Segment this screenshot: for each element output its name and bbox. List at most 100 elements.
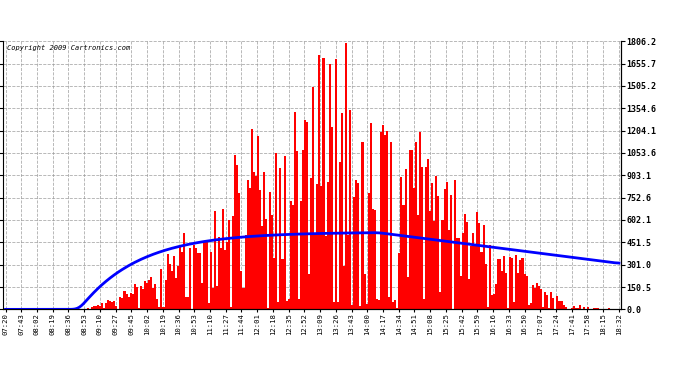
Bar [503, 256, 505, 309]
Bar [460, 276, 462, 309]
Bar [111, 302, 113, 309]
Bar [372, 209, 374, 309]
Bar [493, 294, 495, 309]
Bar [138, 308, 140, 309]
Bar [464, 214, 466, 309]
Bar [544, 292, 546, 309]
Bar [115, 306, 117, 309]
Bar [398, 254, 400, 309]
Bar [326, 182, 328, 309]
Bar [273, 258, 275, 309]
Bar [185, 297, 187, 309]
Bar [109, 301, 111, 309]
Bar [583, 307, 585, 309]
Bar [515, 255, 518, 309]
Bar [562, 305, 564, 309]
Bar [518, 273, 520, 309]
Bar [341, 113, 343, 309]
Bar [168, 264, 170, 309]
Bar [331, 127, 333, 309]
Bar [507, 308, 509, 309]
Bar [99, 306, 101, 309]
Bar [300, 201, 302, 309]
Bar [240, 271, 242, 309]
Bar [339, 162, 341, 309]
Bar [380, 132, 382, 309]
Bar [404, 169, 406, 309]
Bar [158, 306, 160, 309]
Bar [497, 259, 499, 309]
Bar [296, 152, 298, 309]
Bar [235, 154, 236, 309]
Bar [530, 303, 532, 309]
Bar [146, 283, 148, 309]
Bar [308, 274, 310, 309]
Bar [259, 190, 261, 309]
Bar [505, 273, 507, 309]
Bar [478, 223, 480, 309]
Bar [132, 294, 134, 309]
Text: Copyright 2009 Cartronics.com: Copyright 2009 Cartronics.com [6, 45, 130, 51]
Bar [482, 225, 484, 309]
Bar [413, 188, 415, 309]
Bar [388, 297, 390, 309]
Bar [491, 295, 493, 309]
Bar [216, 286, 218, 309]
Bar [162, 308, 164, 309]
Bar [286, 301, 288, 309]
Bar [374, 210, 376, 309]
Bar [370, 123, 372, 309]
Bar [489, 244, 491, 309]
Bar [155, 284, 157, 309]
Bar [335, 59, 337, 309]
Bar [322, 58, 324, 309]
Bar [425, 166, 427, 309]
Bar [265, 219, 267, 309]
Bar [314, 234, 316, 309]
Bar [343, 266, 345, 309]
Bar [193, 245, 195, 309]
Bar [540, 289, 542, 309]
Bar [427, 159, 429, 309]
Bar [560, 301, 562, 309]
Bar [486, 307, 489, 309]
Bar [364, 274, 366, 309]
Bar [345, 43, 347, 309]
Bar [411, 150, 413, 309]
Bar [359, 306, 362, 309]
Bar [446, 182, 448, 309]
Bar [204, 241, 206, 309]
Bar [124, 291, 126, 309]
Bar [284, 156, 286, 309]
Bar [148, 280, 150, 309]
Bar [462, 233, 464, 309]
Bar [324, 236, 326, 309]
Bar [197, 253, 199, 309]
Bar [253, 172, 255, 309]
Bar [408, 150, 411, 309]
Bar [267, 308, 269, 309]
Bar [97, 305, 99, 309]
Bar [292, 205, 294, 309]
Bar [564, 307, 566, 309]
Bar [142, 289, 144, 309]
Bar [382, 125, 384, 309]
Bar [546, 296, 548, 309]
Bar [228, 220, 230, 309]
Bar [255, 176, 257, 309]
Bar [152, 288, 155, 309]
Bar [170, 271, 172, 309]
Bar [513, 302, 515, 309]
Bar [172, 256, 175, 309]
Bar [206, 241, 208, 309]
Bar [429, 211, 431, 309]
Bar [269, 192, 271, 309]
Bar [318, 55, 320, 309]
Bar [101, 303, 103, 309]
Bar [532, 285, 534, 309]
Bar [384, 135, 386, 309]
Bar [347, 235, 349, 309]
Bar [248, 188, 250, 309]
Bar [277, 303, 279, 309]
Bar [181, 252, 183, 309]
